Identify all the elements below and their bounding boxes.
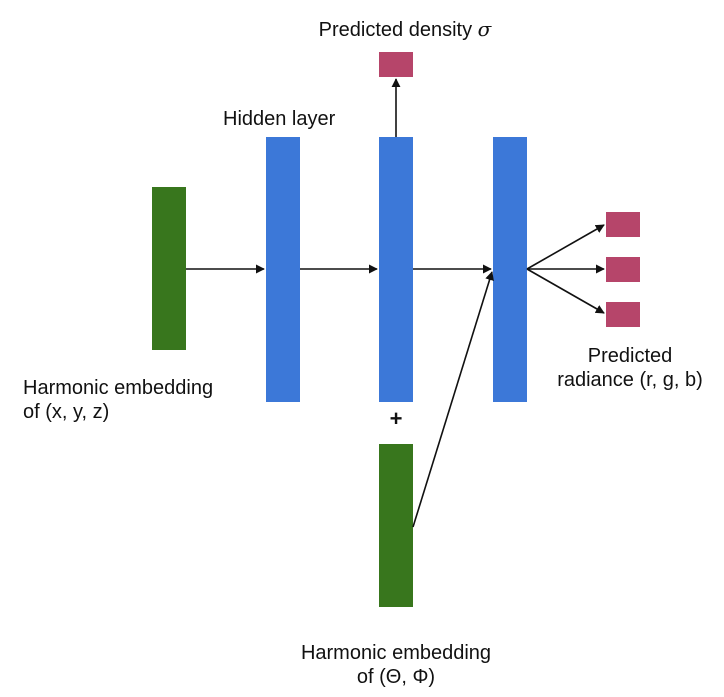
hidden-layer-3 (493, 137, 527, 402)
arrow-hidden3-to-b (526, 268, 605, 314)
direction-embedding-block (379, 444, 413, 607)
xyz-embedding-label-line1: Harmonic embedding (23, 377, 214, 399)
radiance-output-r (606, 212, 640, 237)
density-output (379, 52, 413, 77)
arrow-hidden3-to-r (526, 224, 605, 270)
radiance-output-b (606, 302, 640, 327)
direction-embedding-label-line1: Harmonic embedding (300, 642, 492, 664)
plus-sign: + (389, 406, 403, 431)
radiance-label-line1: Predicted (587, 345, 673, 367)
radiance-label-line2: radiance (r, g, b) (557, 369, 703, 391)
hidden-layer-label: Hidden layer (223, 108, 336, 130)
density-label-text: Predicted density (318, 19, 473, 41)
arrow-direction-to-hidden3 (412, 271, 494, 528)
xyz-embedding-block (152, 187, 186, 350)
xyz-embedding-label-line2: of (x, y, z) (23, 401, 110, 423)
hidden-layer-2 (379, 137, 413, 402)
hidden-layer-1 (266, 137, 300, 402)
radiance-output-g (606, 257, 640, 282)
direction-embedding-label-line2: of (Θ, Φ) (356, 666, 436, 688)
density-label: Predicted density σ (290, 17, 520, 43)
sigma-symbol: σ (477, 17, 492, 41)
